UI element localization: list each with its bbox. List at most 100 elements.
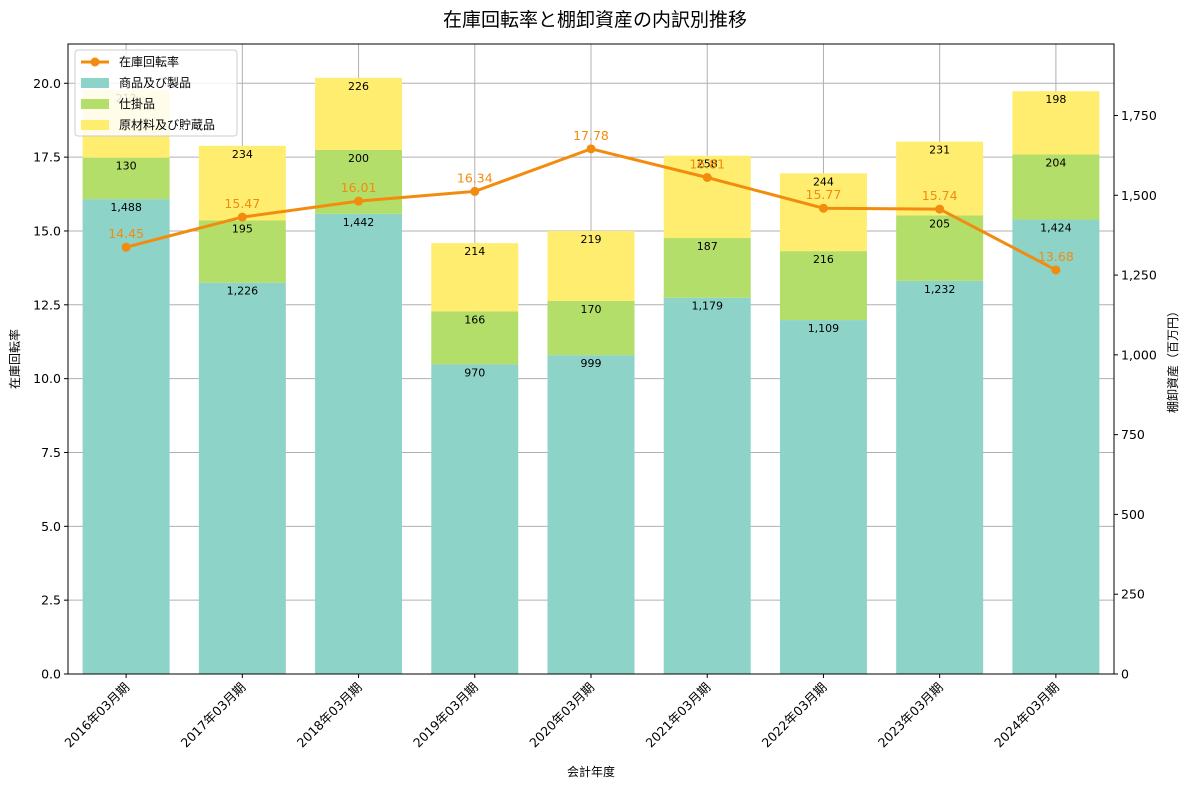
- bar-segment-1: [431, 364, 519, 674]
- bar-segment-label: 170: [581, 303, 602, 316]
- bar-segment-label: 231: [929, 144, 950, 157]
- bar-segment-3: [1012, 91, 1100, 155]
- bar-segment-label: 1,179: [691, 300, 723, 313]
- bar-segment-2: [779, 251, 867, 321]
- legend-box: [74, 49, 238, 137]
- turnover-label: 15.47: [224, 196, 260, 211]
- turnover-point: [1051, 265, 1061, 275]
- x-tick-label: 2017年03月期: [178, 680, 249, 751]
- legend-label: 在庫回転率: [119, 54, 179, 69]
- right-tick-label: 500: [1121, 507, 1145, 522]
- bar-segment-label: 244: [813, 175, 834, 188]
- legend-swatch-marker: [90, 57, 100, 67]
- turnover-label: 16.34: [457, 170, 493, 185]
- left-axis-label: 在庫回転率: [7, 329, 22, 389]
- x-tick-label: 2020年03月期: [526, 680, 597, 751]
- left-tick-label: 15.0: [33, 223, 61, 238]
- chart-title: 在庫回転率と棚卸資産の内訳別推移: [443, 9, 747, 31]
- bar-segment-label: 1,424: [1040, 222, 1072, 235]
- legend-swatch-bar: [81, 78, 109, 88]
- turnover-label: 16.81: [689, 157, 725, 172]
- bar-segment-2: [663, 238, 751, 298]
- right-tick-label: 1,750: [1121, 108, 1157, 123]
- turnover-point: [237, 212, 247, 222]
- bar-segment-label: 999: [581, 357, 602, 370]
- bar-segment-1: [896, 280, 984, 674]
- x-tick-label: 2016年03月期: [61, 680, 132, 751]
- bar-segment-label: 258: [697, 158, 718, 171]
- bar-segment-label: 166: [464, 313, 485, 326]
- bar-segment-label: 226: [348, 80, 369, 93]
- turnover-line: 14.45 15.47 16.01 16.34 17.78 16.81 15.77 15.74…: [108, 128, 1074, 275]
- bar-segment-2: [431, 311, 519, 365]
- right-tick-label: 250: [1121, 587, 1145, 602]
- x-tick-label: 2024年03月期: [991, 680, 1062, 751]
- turnover-point: [586, 144, 596, 154]
- turnover-label: 15.77: [806, 187, 842, 202]
- left-tick-label: 17.5: [33, 150, 61, 165]
- legend-swatch-bar: [81, 120, 109, 130]
- bar-segment-2: [896, 215, 984, 281]
- right-tick-label: 0: [1121, 667, 1129, 682]
- bar-segment-label: 1,232: [924, 283, 956, 296]
- left-tick-label: 12.5: [33, 297, 61, 312]
- turnover-label: 17.78: [573, 128, 609, 143]
- bar-segment-label: 187: [697, 240, 718, 253]
- left-axis: 0.0 2.5 5.0 7.5 10.0 12.5 15.0 17.5 20.0: [33, 76, 68, 682]
- bar-segment-1: [779, 320, 867, 674]
- left-tick-label: 7.5: [41, 445, 61, 460]
- x-tick-label: 2019年03月期: [410, 680, 481, 751]
- bar-segment-1: [82, 199, 170, 674]
- x-tick-label: 2018年03月期: [294, 680, 365, 751]
- legend-label: 商品及び製品: [119, 75, 191, 90]
- bar-segment-2: [547, 300, 635, 356]
- bar-segment-3: [431, 243, 519, 312]
- left-tick-label: 5.0: [41, 519, 61, 534]
- bar-segment-2: [1012, 154, 1100, 220]
- bar-segment-label: 216: [813, 253, 834, 266]
- left-tick-label: 10.0: [33, 371, 61, 386]
- bar-segment-label: 1,488: [110, 201, 142, 214]
- x-axis-label: 会計年度: [567, 764, 615, 779]
- bar-segment-label: 219: [581, 233, 602, 246]
- x-tick-label: 2021年03月期: [642, 680, 713, 751]
- bar-segment-label: 1,226: [227, 285, 259, 298]
- bar-segment-3: [198, 145, 286, 221]
- bar-segment-2: [198, 220, 286, 283]
- turnover-label: 16.01: [341, 180, 377, 195]
- bar-segment-3: [547, 231, 635, 301]
- legend-label: 仕掛品: [119, 96, 155, 111]
- bar-segment-label: 1,442: [343, 216, 375, 229]
- turnover-point: [935, 204, 945, 214]
- right-tick-label: 1,500: [1121, 188, 1157, 203]
- legend-label: 原材料及び貯蔵品: [119, 118, 215, 132]
- bar-segment-1: [1012, 219, 1100, 674]
- bar-segment-label: 970: [464, 366, 485, 379]
- right-tick-label: 750: [1121, 427, 1145, 442]
- turnover-point: [818, 203, 828, 213]
- bar-segment-label: 200: [348, 152, 369, 165]
- bar-segment-1: [547, 355, 635, 674]
- bar-segment-1: [315, 213, 403, 674]
- bar-segment-1: [198, 282, 286, 674]
- right-tick-label: 1,250: [1121, 268, 1157, 283]
- bar-segment-2: [82, 157, 170, 200]
- turnover-label: 13.68: [1038, 249, 1074, 264]
- x-tick-label: 2023年03月期: [875, 680, 946, 751]
- bar-segment-label: 214: [464, 245, 485, 258]
- bar-segment-label: 195: [232, 222, 253, 235]
- bar-segment-3: [896, 141, 984, 216]
- turnover-point: [354, 196, 364, 206]
- turnover-point: [121, 242, 131, 252]
- bar-segment-label: 205: [929, 217, 950, 230]
- right-tick-label: 1,000: [1121, 347, 1157, 362]
- bar-segment-1: [663, 297, 751, 674]
- bars: [82, 77, 1100, 674]
- left-tick-label: 2.5: [41, 593, 61, 608]
- right-axis: 0 250 500 750 1,000 1,250 1,500 1,750: [1114, 108, 1157, 682]
- x-tick-label: 2022年03月期: [759, 680, 830, 751]
- bar-segment-label: 204: [1045, 156, 1066, 169]
- bar-segment-label: 234: [232, 148, 253, 161]
